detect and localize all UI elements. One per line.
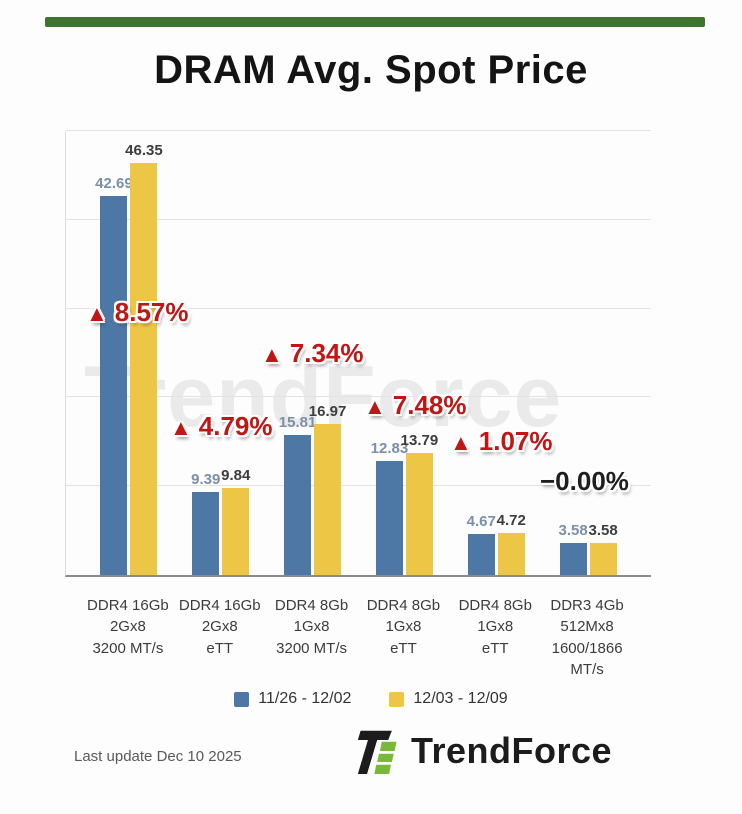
x-axis-label-2: DDR4 8Gb 1Gx8 3200 MT/s [274,597,349,657]
value-label-series1-cat4: 4.72 [496,512,526,530]
value-label-series0-cat1: 9.39 [191,470,221,488]
up-triangle-icon: ▲ [170,415,192,440]
change-annotation-1: ▲ 4.79% [170,411,273,442]
trendforce-logo-icon [357,730,397,774]
x-axis-label-1: DDR4 16Gb 2Gx8 eTT [178,597,261,657]
value-label-series0-cat0: 42.69 [95,174,133,192]
footer: Last update Dec 10 2025 TrendForce [0,722,742,792]
legend-swatch-icon [234,691,250,707]
value-label-series1-cat1: 9.84 [221,466,251,484]
bar-series0-cat2 [284,434,312,575]
trendforce-logo: TrendForce [356,726,612,776]
gridline-20 [66,396,651,398]
legend-item-1: 12/03 - 12/09 [389,690,508,708]
gridline-40 [66,218,651,220]
top-accent-bar [45,17,705,27]
change-annotation-4: ▲ 1.07% [450,426,553,457]
gridline-50 [66,130,651,131]
trendforce-logo-text: TrendForce [411,730,613,771]
change-value-text: 8.57% [114,297,189,327]
legend-item-0: 11/26 - 12/02 [234,690,351,708]
x-axis-label-4: DDR4 8Gb 1Gx8 eTT [458,597,532,657]
change-annotation-0: ▲ 8.57% [86,297,189,328]
change-value-text: 4.79% [198,411,273,441]
value-label-series1-cat3: 13.79 [400,431,439,449]
change-annotation-2: ▲ 7.34% [261,338,364,369]
up-triangle-icon: ▲ [364,394,386,419]
bar-series0-cat1 [192,491,220,575]
value-label-series1-cat0: 46.35 [125,142,163,160]
gridline-30 [66,307,651,309]
x-axis-label-5: DDR3 4Gb 512Mx8 1600/1866 MT/s [550,597,624,678]
value-label-series1-cat5: 3.58 [588,522,618,540]
up-triangle-icon: ▲ [261,342,283,367]
x-axis-label-3: DDR4 8Gb 1Gx8 eTT [366,597,441,657]
up-triangle-icon: ▲ [86,301,108,326]
change-annotation-3: ▲ 7.48% [364,390,467,421]
value-label-series0-cat3: 12.83 [370,440,409,458]
change-value-text: −0.00% [540,466,629,496]
up-triangle-icon: ▲ [450,430,472,455]
bar-series1-cat1 [222,487,250,575]
change-value-text: 7.34% [289,338,364,368]
bar-series0-cat4 [467,533,495,575]
change-value-text: 7.48% [392,390,467,420]
change-annotation-5: −0.00% [540,466,629,497]
legend-label: 12/03 - 12/09 [413,690,508,707]
value-label-series0-cat5: 3.58 [558,522,588,540]
bar-series0-cat0 [100,195,128,575]
gridline-10 [66,485,651,487]
bar-series0-cat3 [375,461,403,575]
value-label-series1-cat2: 16.97 [308,403,347,421]
bar-series0-cat5 [559,543,587,575]
bar-series1-cat3 [405,452,433,575]
legend-label: 11/26 - 12/02 [258,690,352,707]
value-label-series0-cat2: 15.81 [278,413,317,431]
bar-series1-cat0 [130,163,158,575]
legend: 11/26 - 12/02 12/03 - 12/09 [0,690,742,708]
last-update-text: Last update Dec 10 2025 [74,748,242,765]
change-value-text: 1.07% [478,426,553,456]
legend-swatch-icon [389,691,405,707]
bar-series1-cat5 [589,543,617,575]
chart-title: DRAM Avg. Spot Price [154,48,588,92]
plot-area: 42.69 46.35 9.39 9.84 15.81 16.97 12.83 13.79 4.… [65,130,651,577]
bar-series1-cat2 [314,424,342,575]
x-axis-label-0: DDR4 16Gb 2Gx8 3200 MT/s [87,597,169,657]
value-label-series0-cat4: 4.67 [466,512,496,530]
bar-series1-cat4 [497,533,525,575]
